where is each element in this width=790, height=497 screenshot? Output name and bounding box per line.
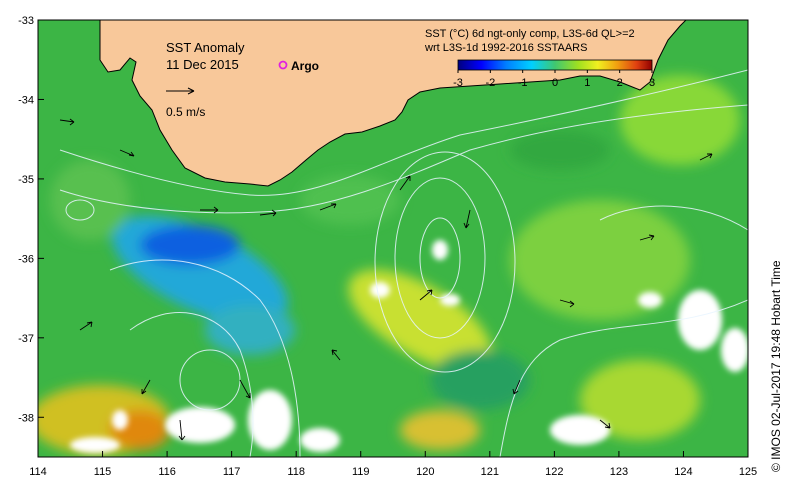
colorbar: -3 -2 -1 0 1 2 3	[453, 59, 655, 89]
x-tick-label: 124	[674, 466, 692, 478]
argo-label: Argo	[291, 59, 319, 73]
y-tick-label: -37	[18, 333, 34, 345]
current-vectors	[59, 118, 713, 441]
x-tick-label: 121	[481, 466, 499, 478]
x-tick-label: 123	[610, 466, 628, 478]
y-tick-label: -35	[18, 174, 34, 186]
y-tick-label: -36	[18, 253, 34, 265]
x-tick-label: 119	[352, 466, 370, 478]
plot-frame	[37, 19, 749, 458]
colorbar-tick-label: 2	[617, 77, 623, 89]
colorbar-tick-label: -2	[485, 77, 495, 89]
credit-text: © IMOS 02-Jul-2017 19:48 Hobart Time	[769, 260, 783, 472]
ssh-contours	[59, 69, 748, 457]
colorbar-tick-label: 3	[649, 77, 655, 89]
argo-marker	[278, 60, 288, 70]
map-date: 11 Dec 2015	[166, 57, 239, 72]
credit-text-container: © IMOS 02-Jul-2017 19:48 Hobart Time	[769, 260, 783, 472]
colorbar-tick-label: 0	[552, 77, 558, 89]
colorbar-tick-label: -3	[453, 77, 463, 89]
colorbar-tick-label: 1	[584, 77, 590, 89]
x-tick-label: 115	[94, 466, 112, 478]
colorbar-gradient	[457, 59, 653, 71]
x-tick-label: 125	[739, 466, 757, 478]
y-tick-label: -33	[18, 15, 34, 27]
product-line-1: SST (°C) 6d ngt-only comp, L3S-6d QL>=2	[425, 28, 635, 40]
x-tick-label: 114	[29, 466, 47, 478]
x-tick-label: 116	[158, 466, 176, 478]
y-tick-label: -38	[18, 412, 34, 424]
map-title: SST Anomaly	[166, 40, 245, 55]
sst-field	[38, 20, 748, 457]
product-line-2: wrt L3S-1d 1992-2016 SSTAARS	[424, 42, 587, 54]
x-tick-label: 120	[416, 466, 434, 478]
y-tick-label: -34	[18, 94, 34, 106]
scale-arrow	[166, 87, 195, 95]
x-tick-label: 122	[545, 466, 563, 478]
x-tick-label: 117	[223, 466, 241, 478]
scale-label: 0.5 m/s	[166, 105, 205, 119]
colorbar-tick-label: -1	[518, 77, 528, 89]
x-tick-label: 118	[287, 466, 305, 478]
